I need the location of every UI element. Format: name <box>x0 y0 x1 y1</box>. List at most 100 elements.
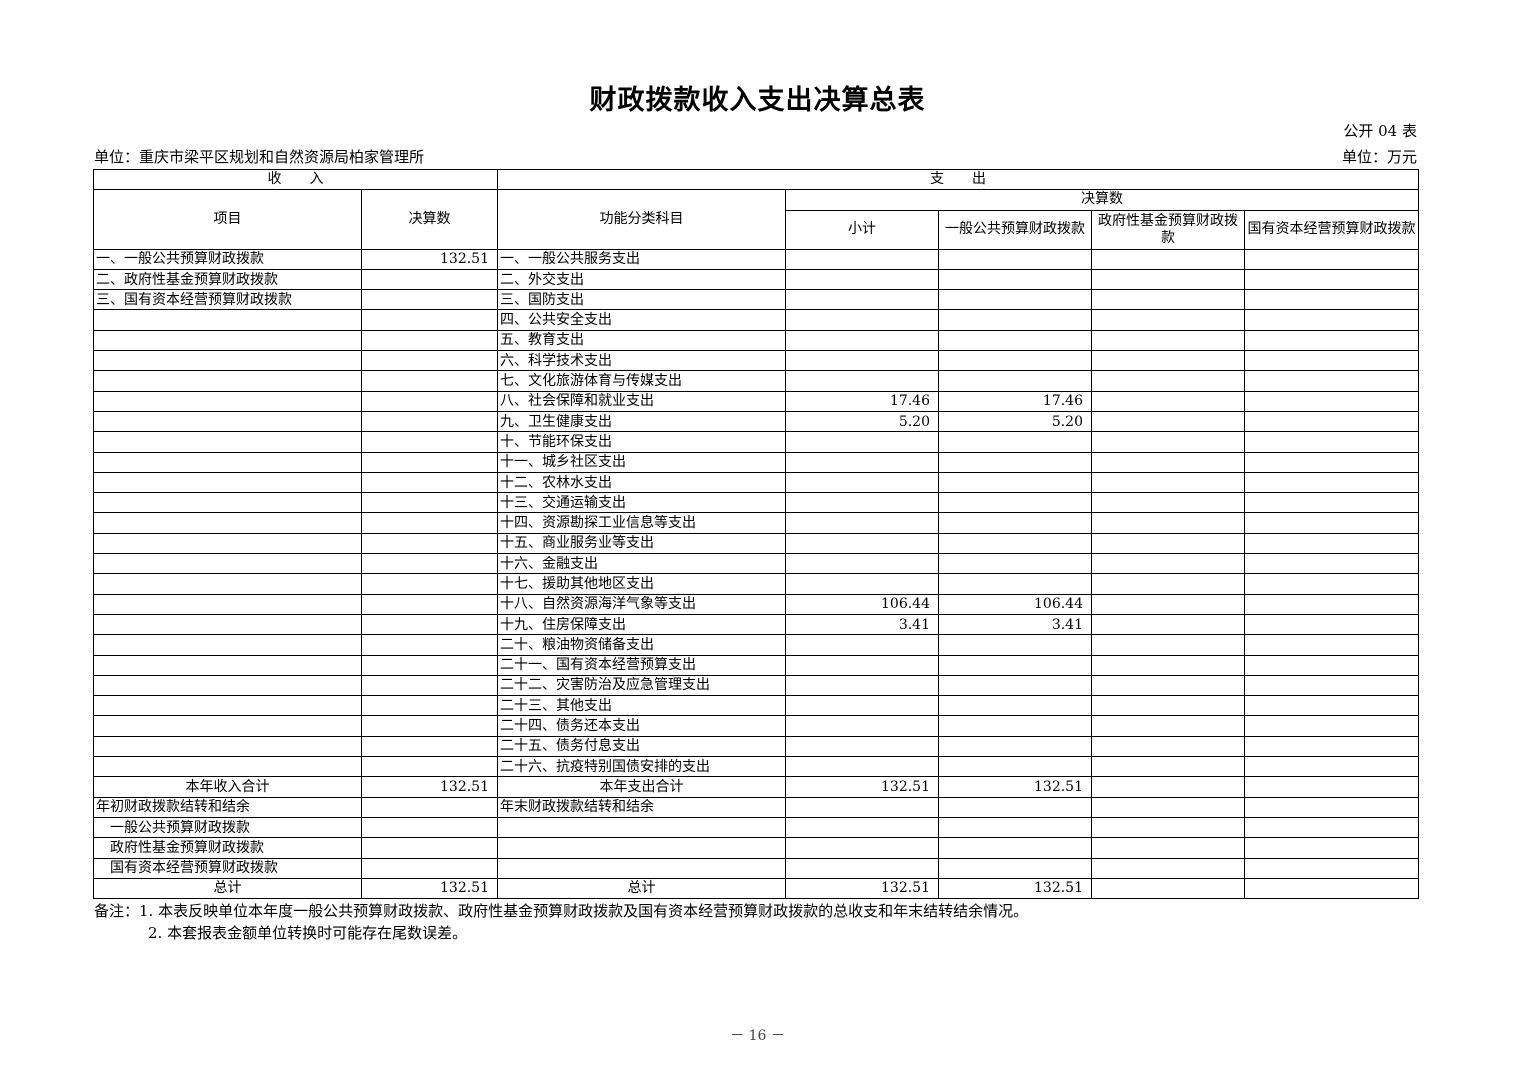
item-header: 项目 <box>93 189 362 250</box>
gov-fund-cell <box>1091 451 1245 473</box>
left-amount-cell <box>361 735 498 758</box>
subtotal-cell <box>785 350 939 372</box>
state-capital-cell <box>1243 370 1420 392</box>
table-row: 十五、商业服务业等支出 <box>93 532 1420 555</box>
state-capital-cell <box>1243 857 1420 879</box>
table-row: 三、国有资本经营预算财政拨款 三、国防支出 <box>93 289 1420 311</box>
subtotal-cell <box>785 471 939 494</box>
left-amount-cell <box>361 431 498 453</box>
table-row: 十七、援助其他地区支出 <box>93 573 1420 595</box>
right-item-cell: 二、外交支出 <box>497 268 786 291</box>
left-item-cell <box>93 390 362 412</box>
gov-fund-cell <box>1091 410 1245 433</box>
left-item-cell <box>93 553 362 575</box>
state-capital-cell <box>1243 573 1420 595</box>
state-capital-cell <box>1243 492 1420 514</box>
gov-fund-cell <box>1091 674 1245 697</box>
gov-fund-cell <box>1091 715 1245 737</box>
general-budget-cell <box>938 857 1092 879</box>
left-item-cell: 一、一般公共预算财政拨款 <box>93 248 362 270</box>
gov-fund-cell <box>1091 390 1245 412</box>
general-budget-cell: 17.46 <box>938 390 1092 412</box>
gov-fund-cell <box>1091 553 1245 575</box>
gov-fund-cell <box>1091 877 1245 900</box>
subtotal-cell <box>785 674 939 697</box>
left-item-cell <box>93 471 362 494</box>
state-capital-cell <box>1243 329 1420 352</box>
left-item-cell <box>93 735 362 758</box>
right-item-cell: 十一、城乡社区支出 <box>497 451 786 473</box>
table-row: 二十一、国有资本经营预算支出 <box>93 654 1420 676</box>
right-item-cell: 一、一般公共服务支出 <box>497 248 786 270</box>
right-item-cell: 二十三、其他支出 <box>497 695 786 717</box>
table-row: 十、节能环保支出 <box>93 431 1420 453</box>
right-item-cell: 三、国防支出 <box>497 289 786 311</box>
general-budget-cell <box>938 573 1092 595</box>
right-item-cell: 六、科学技术支出 <box>497 350 786 372</box>
note-2: 2. 本套报表金额单位转换时可能存在尾数误差。 <box>148 924 468 942</box>
subtotal-cell <box>785 756 939 778</box>
left-item-cell <box>93 370 362 392</box>
general-budget-cell <box>938 674 1092 697</box>
subtotal-cell <box>785 492 939 514</box>
general-budget-cell <box>938 248 1092 270</box>
left-amount-cell <box>361 613 498 636</box>
table-row: 四、公共安全支出 <box>93 309 1420 331</box>
table-row: 本年收入合计 132.51 本年支出合计 132.51 132.51 <box>93 776 1420 798</box>
subtotal-cell <box>785 573 939 595</box>
general-budget-cell <box>938 451 1092 473</box>
state-capital-cell <box>1243 877 1420 900</box>
general-budget-cell <box>938 350 1092 372</box>
left-amount-cell: 132.51 <box>361 877 498 900</box>
table-row: 二十四、债务还本支出 <box>93 715 1420 737</box>
table-row: 五、教育支出 <box>93 329 1420 352</box>
general-budget-cell <box>938 756 1092 778</box>
table-row: 十四、资源勘探工业信息等支出 <box>93 512 1420 534</box>
general-budget-cell <box>938 695 1092 717</box>
form-number: 公开 04 表 <box>1343 122 1417 140</box>
general-budget-cell <box>938 735 1092 758</box>
gov-fund-cell <box>1091 756 1245 778</box>
general-budget-cell: 132.51 <box>938 776 1092 798</box>
left-item-cell: 国有资本经营预算财政拨款 <box>93 857 362 879</box>
final-amount-header: 决算数 <box>784 189 1420 211</box>
subtotal-cell: 106.44 <box>785 593 939 615</box>
state-capital-cell <box>1243 431 1420 453</box>
currency-unit: 单位：万元 <box>1341 148 1417 166</box>
left-amount-cell: 132.51 <box>361 776 498 798</box>
right-item-cell: 年末财政拨款结转和结余 <box>497 796 786 818</box>
gov-fund-cell <box>1091 512 1245 534</box>
left-item-cell <box>93 613 362 636</box>
subtotal-cell <box>785 532 939 555</box>
general-budget-cell: 3.41 <box>938 613 1092 636</box>
left-amount-cell <box>361 329 498 352</box>
right-item-cell <box>497 816 786 839</box>
state-capital-cell <box>1243 532 1420 555</box>
gov-fund-cell <box>1091 776 1245 798</box>
general-budget-cell <box>938 837 1092 859</box>
left-item-cell <box>93 634 362 656</box>
left-amount-cell <box>361 451 498 473</box>
right-item-cell: 二十一、国有资本经营预算支出 <box>497 654 786 676</box>
subtotal-cell: 132.51 <box>785 776 939 798</box>
general-budget-cell <box>938 431 1092 453</box>
left-item-cell <box>93 410 362 433</box>
gov-fund-cell <box>1091 309 1245 331</box>
left-amount-cell <box>361 715 498 737</box>
subtotal-header: 小计 <box>785 209 939 250</box>
left-item-cell <box>93 350 362 372</box>
gov-fund-cell <box>1091 735 1245 758</box>
left-amount-cell <box>361 309 498 331</box>
left-amount-cell <box>361 756 498 778</box>
left-item-cell <box>93 695 362 717</box>
left-item-cell <box>93 451 362 473</box>
general-budget-cell <box>938 370 1092 392</box>
right-item-cell: 本年支出合计 <box>497 776 786 798</box>
gov-fund-cell <box>1091 593 1245 615</box>
right-item-cell: 十、节能环保支出 <box>497 431 786 453</box>
general-budget-cell <box>938 268 1092 291</box>
state-capital-cell <box>1243 695 1420 717</box>
subtotal-cell <box>785 857 939 879</box>
state-capital-cell <box>1243 268 1420 291</box>
left-item-cell: 总计 <box>93 877 362 900</box>
